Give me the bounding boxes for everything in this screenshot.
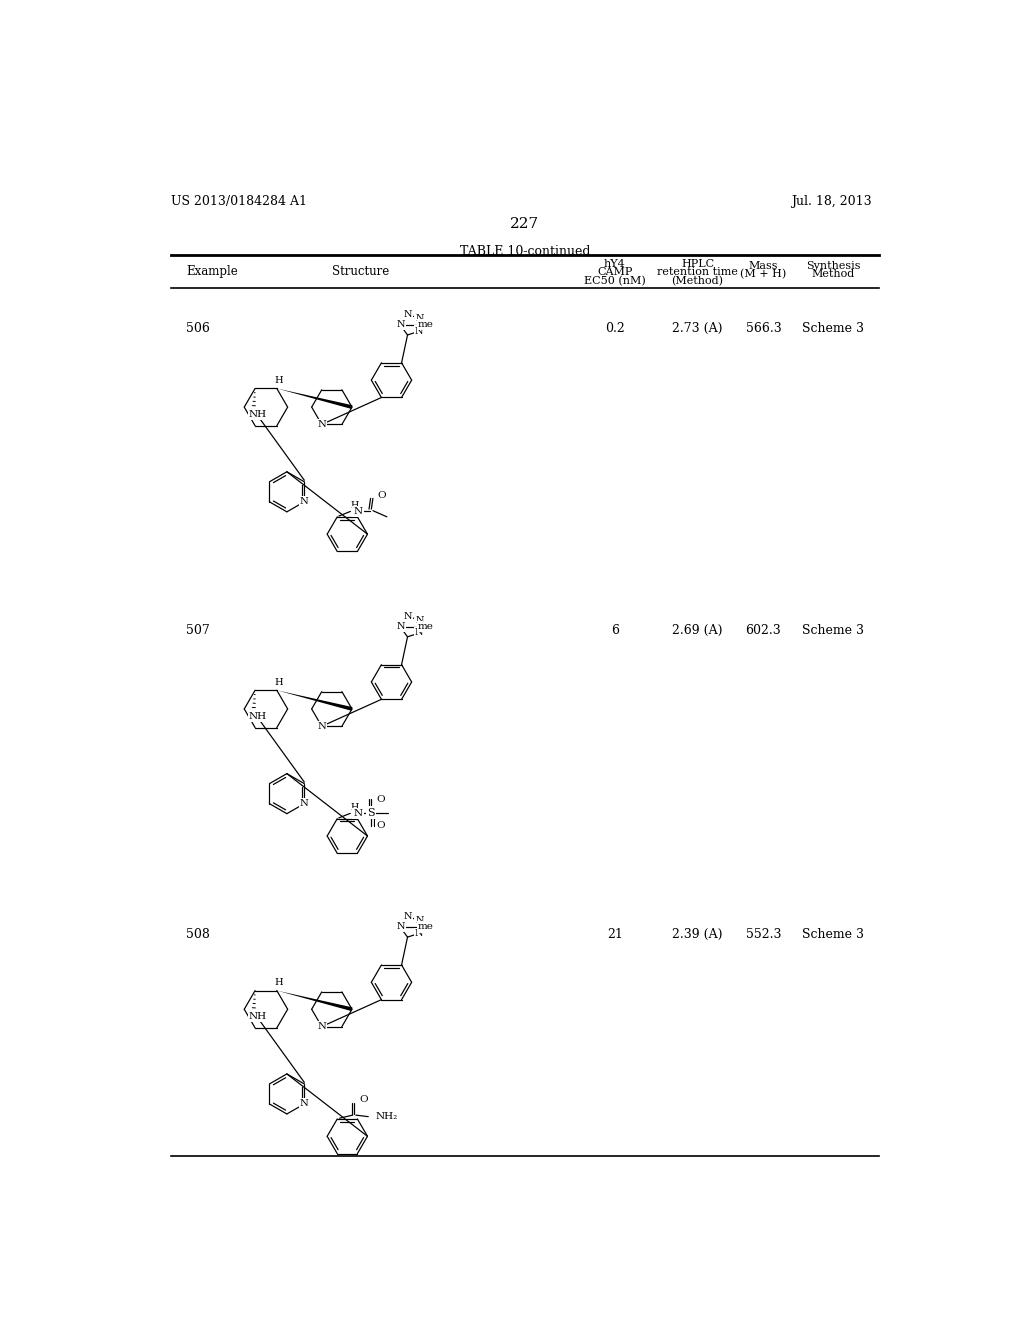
Text: H: H [350,500,358,510]
Text: Synthesis: Synthesis [806,261,860,271]
Text: Scheme 3: Scheme 3 [802,928,864,941]
Text: hY4: hY4 [604,259,626,268]
Text: 227: 227 [510,216,540,231]
Text: 21: 21 [607,928,623,941]
Text: H: H [274,376,284,385]
Text: H: H [350,803,358,812]
Text: TABLE 10-continued: TABLE 10-continued [460,246,590,259]
Text: N: N [317,420,326,429]
Text: N: N [396,923,406,932]
Text: N: N [403,310,412,319]
Text: EC50 (nM): EC50 (nM) [584,276,645,285]
Text: N: N [300,498,308,507]
Text: N: N [396,321,406,329]
Text: 507: 507 [186,624,210,638]
Text: N: N [415,929,423,937]
Text: N: N [300,799,308,808]
Text: NH: NH [249,1012,267,1022]
Text: H: H [274,678,284,688]
Text: me: me [418,321,433,329]
Text: Jul. 18, 2013: Jul. 18, 2013 [791,195,871,209]
Text: N: N [396,622,406,631]
Text: NH: NH [249,411,267,420]
Text: retention time: retention time [657,267,738,277]
Text: Method: Method [812,269,855,280]
Text: 2.73 (A): 2.73 (A) [673,322,723,335]
Text: Structure: Structure [332,264,389,277]
Text: 506: 506 [186,322,210,335]
Text: me: me [418,622,433,631]
Text: 0.2: 0.2 [605,322,625,335]
Text: O: O [359,1096,368,1105]
Polygon shape [276,990,352,1011]
Text: Scheme 3: Scheme 3 [802,322,864,335]
Text: N: N [416,916,424,925]
Text: (Method): (Method) [672,276,724,285]
Text: NH: NH [249,711,267,721]
Text: N: N [416,615,424,624]
Text: 6: 6 [610,624,618,638]
Text: O: O [378,491,386,500]
Polygon shape [276,388,352,409]
Text: 552.3: 552.3 [745,928,781,941]
Text: N: N [415,326,423,335]
Text: N: N [416,314,424,323]
Text: N: N [317,1022,326,1031]
Text: O: O [376,795,385,804]
Text: N: N [317,722,326,731]
Text: 508: 508 [186,928,210,941]
Text: N: N [353,809,362,818]
Text: N: N [353,507,362,516]
Text: 566.3: 566.3 [745,322,781,335]
Text: Scheme 3: Scheme 3 [802,624,864,638]
Text: Example: Example [186,264,238,277]
Polygon shape [276,690,352,710]
Text: 602.3: 602.3 [745,624,781,638]
Text: Mass: Mass [749,261,778,271]
Text: HPLC: HPLC [681,259,714,268]
Text: N: N [415,628,423,638]
Text: me: me [418,923,433,932]
Text: NH₂: NH₂ [376,1113,398,1121]
Text: US 2013/0184284 A1: US 2013/0184284 A1 [171,195,306,209]
Text: S: S [368,808,375,817]
Text: H: H [274,978,284,987]
Text: O: O [376,821,385,830]
Text: 2.69 (A): 2.69 (A) [673,624,723,638]
Text: N: N [300,1100,308,1109]
Text: (M + H): (M + H) [740,269,786,280]
Text: N: N [403,611,412,620]
Text: 2.39 (A): 2.39 (A) [673,928,723,941]
Text: N: N [403,912,412,921]
Text: CAMP: CAMP [597,267,633,277]
